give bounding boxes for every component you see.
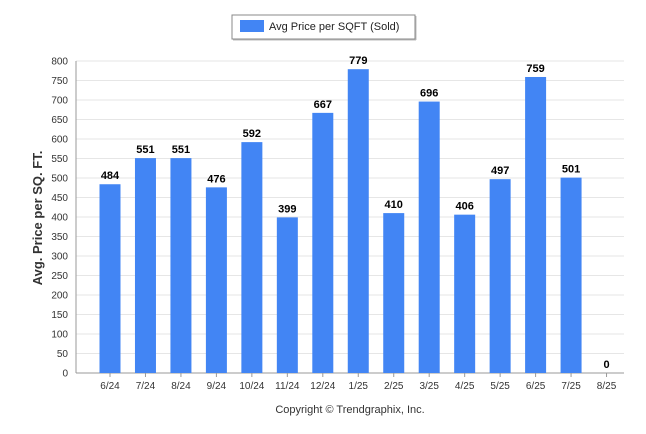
y-tick-label: 350 [51,232,68,243]
x-tick-label: 4/25 [455,381,475,392]
bar-value-label: 0 [603,359,609,371]
y-tick-label: 0 [62,369,68,380]
y-tick-label: 50 [57,349,69,360]
bar-value-label: 399 [278,203,296,215]
bar-value-label: 484 [101,170,120,182]
x-tick-label: 12/24 [310,381,335,392]
y-tick-label: 150 [51,310,68,321]
y-tick-label: 300 [51,252,68,263]
y-tick-label: 800 [51,57,68,68]
x-tick-label: 2/25 [384,381,404,392]
bars [99,69,582,374]
y-tick-label: 750 [51,76,68,87]
bar [134,158,156,373]
legend: Avg Price per SQFT (Sold) [231,14,417,41]
x-tick-label: 6/24 [100,381,120,392]
y-tick-label: 500 [51,174,68,185]
y-tick-label: 650 [51,115,68,126]
bar [383,213,405,373]
x-tick-label: 11/24 [275,381,300,392]
bar-value-label: 410 [385,199,403,211]
x-tick-label: 7/25 [561,381,581,392]
bar-value-label: 667 [314,99,332,111]
bar [454,214,476,373]
bar-value-label: 497 [491,165,509,177]
bar [525,76,547,374]
bar-value-label: 476 [207,173,225,185]
legend-swatch [240,20,264,32]
bar-value-label: 759 [526,63,544,75]
bar-value-label: 592 [243,128,261,140]
y-tick-label: 450 [51,193,68,204]
bar [276,217,298,373]
bar-value-label: 779 [349,55,367,67]
bar-value-label: 406 [455,201,473,213]
bar [99,184,121,373]
y-tick-label: 200 [51,291,68,302]
y-axis-ticks: 0 50 100 150 200 250 300 350 400 450 500 550 600 650 7… [51,57,68,380]
x-tick-label: 9/24 [207,381,227,392]
legend-label: Avg Price per SQFT (Sold) [269,21,399,33]
bar-value-label: 696 [420,88,438,100]
bar-value-label: 551 [136,144,154,156]
bar [560,177,582,373]
y-tick-label: 550 [51,154,68,165]
bar [170,158,192,373]
data-labels: 484 551 551 476 592 399 667 779 410 696 406 497 759 5… [101,55,610,371]
bar-value-label: 551 [172,144,190,156]
copyright-text: Copyright © Trendgraphix, Inc. [275,404,424,416]
x-tick-label: 8/24 [171,381,191,392]
x-axis-ticks: 6/24 7/24 8/24 9/24 10/24 11/24 12/24 1/25 2/25 3… [100,373,617,392]
bar [241,142,263,373]
x-tick-label: 8/25 [597,381,617,392]
y-tick-label: 400 [51,213,68,224]
y-tick-label: 100 [51,330,68,341]
x-tick-label: 10/24 [239,381,264,392]
y-tick-label: 700 [51,96,68,107]
bar [489,179,511,373]
x-tick-label: 1/25 [349,381,369,392]
bar-value-label: 501 [562,164,580,176]
y-tick-label: 250 [51,271,68,282]
bar [347,69,369,373]
y-tick-label: 600 [51,135,68,146]
x-tick-label: 5/25 [490,381,510,392]
bar [418,101,440,373]
bar [312,112,334,374]
bar [205,187,227,373]
y-axis-title: Avg. Price per SQ. FT. [30,151,45,286]
x-tick-label: 7/24 [136,381,156,392]
x-tick-label: 6/25 [526,381,546,392]
x-tick-label: 3/25 [419,381,439,392]
